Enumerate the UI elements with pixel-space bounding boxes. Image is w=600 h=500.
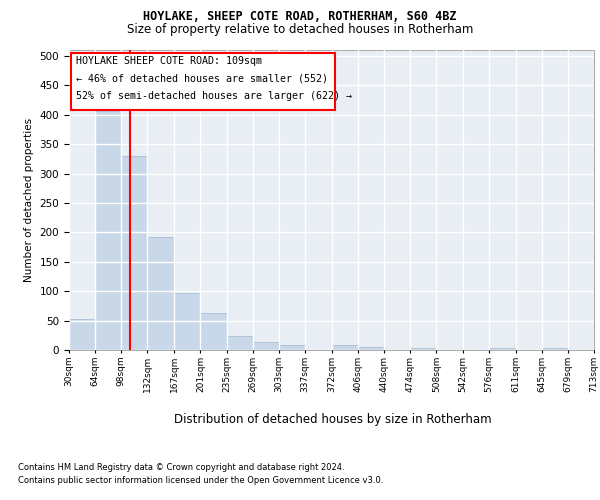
Bar — [148, 237, 173, 350]
Bar — [594, 348, 600, 350]
Bar — [488, 348, 515, 350]
Bar — [542, 348, 568, 350]
Text: Contains public sector information licensed under the Open Government Licence v3: Contains public sector information licen… — [18, 476, 383, 485]
Bar — [332, 344, 358, 350]
Bar — [200, 313, 227, 350]
Bar — [358, 347, 384, 350]
Text: HOYLAKE, SHEEP COTE ROAD, ROTHERHAM, S60 4BZ: HOYLAKE, SHEEP COTE ROAD, ROTHERHAM, S60… — [143, 10, 457, 23]
Bar — [410, 348, 436, 350]
Bar — [121, 156, 148, 350]
Bar — [69, 320, 95, 350]
Y-axis label: Number of detached properties: Number of detached properties — [24, 118, 34, 282]
Text: 52% of semi-detached houses are larger (622) →: 52% of semi-detached houses are larger (… — [76, 92, 352, 102]
Text: Size of property relative to detached houses in Rotherham: Size of property relative to detached ho… — [127, 22, 473, 36]
Bar — [253, 342, 279, 350]
Text: ← 46% of detached houses are smaller (552): ← 46% of detached houses are smaller (55… — [76, 74, 328, 84]
Text: Distribution of detached houses by size in Rotherham: Distribution of detached houses by size … — [174, 412, 492, 426]
Text: HOYLAKE SHEEP COTE ROAD: 109sqm: HOYLAKE SHEEP COTE ROAD: 109sqm — [76, 56, 262, 66]
Bar — [279, 344, 305, 350]
Text: Contains HM Land Registry data © Crown copyright and database right 2024.: Contains HM Land Registry data © Crown c… — [18, 462, 344, 471]
Bar — [175, 293, 200, 350]
Bar — [95, 111, 121, 350]
Bar — [227, 336, 253, 350]
